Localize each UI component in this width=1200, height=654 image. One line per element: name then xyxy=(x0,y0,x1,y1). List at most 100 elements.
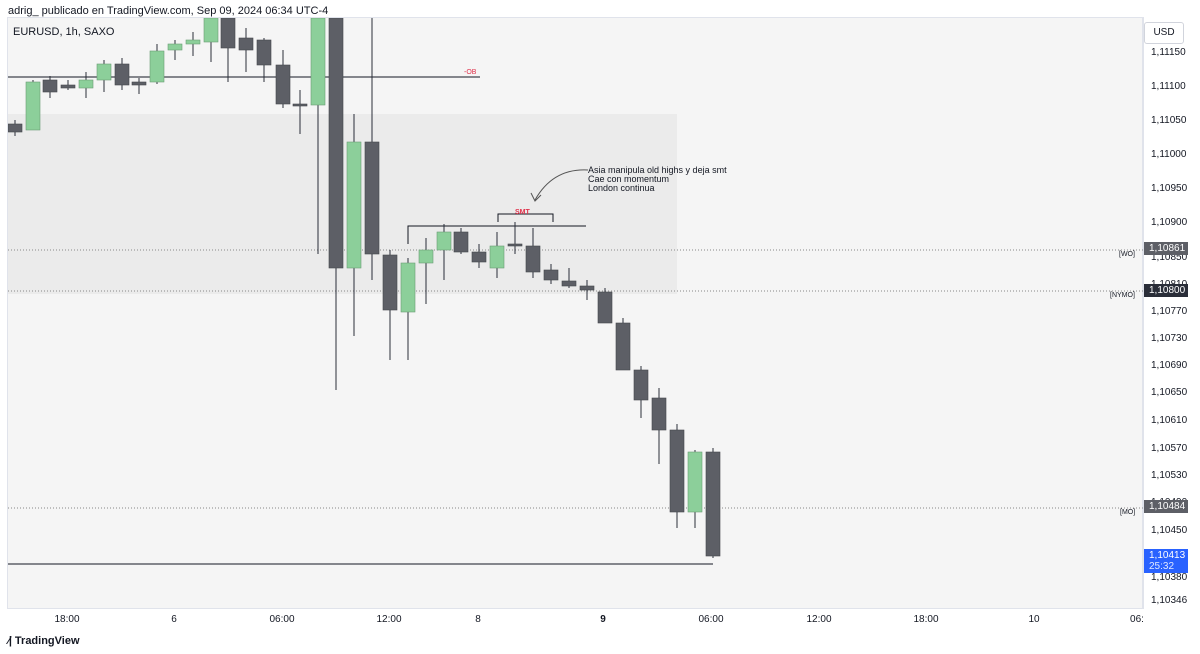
bearish-candle[interactable] xyxy=(507,222,523,254)
bullish-candle[interactable] xyxy=(489,232,505,278)
bearish-candle[interactable] xyxy=(60,80,76,90)
bearish-candle[interactable] xyxy=(42,76,58,98)
bullish-candle[interactable] xyxy=(418,238,434,304)
candle-body xyxy=(185,39,201,45)
nymo-price-badge: 1,10800 xyxy=(1144,284,1188,297)
ob-label: -OB xyxy=(464,69,477,76)
annotation-note-3: London continua xyxy=(588,183,655,193)
candle-body xyxy=(292,103,308,107)
candle-body xyxy=(669,429,685,513)
bearish-candle[interactable] xyxy=(615,318,631,371)
candle-body xyxy=(561,280,577,287)
bearish-candle[interactable] xyxy=(705,448,721,558)
price-axis-scale: 1,11150 1,11100 1,11050 1,11000 1,10950 1,109… xyxy=(1151,47,1188,606)
candlestick-chart[interactable]: -OB SMT Asia manipula old highs y deja s… xyxy=(7,17,1144,610)
bearish-candle[interactable] xyxy=(7,120,23,136)
time-tick-label: 06: xyxy=(1130,614,1143,625)
bullish-candle[interactable] xyxy=(96,60,112,92)
bar-countdown-badge: 25:32 xyxy=(1144,560,1188,573)
candle-body xyxy=(364,141,380,255)
bullish-candle[interactable] xyxy=(436,224,452,280)
bearish-candle[interactable] xyxy=(453,228,469,254)
time-tick-label: 8 xyxy=(475,614,481,625)
brand-name: TradingView xyxy=(14,635,80,647)
candle-body xyxy=(579,285,595,291)
time-tick-label: 06:00 xyxy=(269,614,294,625)
bearish-candle[interactable] xyxy=(633,366,649,418)
bullish-candle[interactable] xyxy=(167,40,183,60)
bullish-candle[interactable] xyxy=(149,44,165,84)
bearish-candle[interactable] xyxy=(292,90,308,134)
bearish-candle[interactable] xyxy=(579,280,595,300)
time-axis-scale: 18:00 6 06:00 12:00 8 9 06:00 12:00 18:00 10 06: xyxy=(54,614,1143,625)
candle-body xyxy=(471,251,487,263)
time-tick-label: 18:00 xyxy=(913,614,938,625)
time-tick-label: 6 xyxy=(171,614,177,625)
bullish-candle[interactable] xyxy=(310,17,326,254)
symbol-info[interactable]: EURUSD, 1h, SAXO xyxy=(13,26,115,38)
bullish-candle[interactable] xyxy=(203,17,219,62)
mo-price-badge: 1,10484 xyxy=(1144,500,1188,513)
price-tick-label: 1,10900 xyxy=(1151,217,1188,228)
candle-body xyxy=(418,249,434,264)
bearish-candle[interactable] xyxy=(238,28,254,72)
currency-button[interactable]: USD xyxy=(1144,22,1184,44)
bearish-candle[interactable] xyxy=(597,288,613,324)
bearish-candle[interactable] xyxy=(275,50,291,108)
tradingview-logo-icon: ⁄| xyxy=(8,635,12,647)
price-tick-label: 1,11150 xyxy=(1151,47,1186,58)
bearish-candle[interactable] xyxy=(651,388,667,464)
bullish-candle[interactable] xyxy=(400,258,416,360)
price-tick-label: 1,10850 xyxy=(1151,252,1188,263)
wo-price-badge: 1,10861 xyxy=(1144,242,1188,255)
candle-body xyxy=(346,141,362,269)
bearish-candle[interactable] xyxy=(131,78,147,94)
candle-body xyxy=(25,81,41,131)
annotation-note-2: Cae con momentum xyxy=(588,174,669,184)
bullish-candle[interactable] xyxy=(346,114,362,336)
candle-body xyxy=(615,322,631,371)
annotation-note-1: Asia manipula old highs y deja smt xyxy=(588,165,727,175)
bearish-candle[interactable] xyxy=(382,250,398,360)
candle-body xyxy=(7,123,23,133)
bullish-candle[interactable] xyxy=(78,72,94,98)
candle-body xyxy=(60,84,76,89)
bearish-candle[interactable] xyxy=(561,268,577,288)
bearish-candle[interactable] xyxy=(114,58,130,90)
time-tick-label: 10 xyxy=(1028,614,1040,625)
bearish-candle[interactable] xyxy=(256,38,272,82)
candle-body xyxy=(651,397,667,431)
price-tick-label: 1,11100 xyxy=(1151,81,1186,92)
candle-body xyxy=(78,79,94,89)
time-tick-label: 9 xyxy=(600,614,606,625)
price-tick-label: 1,10450 xyxy=(1151,525,1188,536)
time-tick-label: 18:00 xyxy=(54,614,79,625)
bearish-candle[interactable] xyxy=(543,264,559,284)
price-tick-label: 1,10650 xyxy=(1151,387,1188,398)
bearish-candle[interactable] xyxy=(525,228,541,278)
candle-body xyxy=(436,231,452,251)
bullish-candle[interactable] xyxy=(687,450,703,528)
time-axis[interactable]: 18:00 6 06:00 12:00 8 9 06:00 12:00 18:00 10 06: xyxy=(7,609,1144,629)
smt-high-line xyxy=(407,225,586,244)
candle-body xyxy=(114,63,130,86)
time-tick-label: 12:00 xyxy=(806,614,831,625)
bearish-candle[interactable] xyxy=(471,244,487,268)
footer-brand[interactable]: ⁄| TradingView xyxy=(8,635,80,647)
chart-plot-area[interactable]: -OB SMT Asia manipula old highs y deja s… xyxy=(7,17,1144,610)
price-axis[interactable]: 1,11150 1,11100 1,11050 1,11000 1,10950 1,109… xyxy=(1143,17,1194,609)
candle-body xyxy=(453,231,469,253)
candle-body xyxy=(382,254,398,311)
bullish-candle[interactable] xyxy=(25,80,41,131)
candle-body xyxy=(238,37,254,51)
candle-body xyxy=(489,245,505,269)
bearish-candle[interactable] xyxy=(364,18,380,280)
smt-bracket xyxy=(497,213,554,222)
bearish-candle[interactable] xyxy=(328,17,344,390)
bullish-candle[interactable] xyxy=(185,32,201,56)
candle-body xyxy=(131,81,147,86)
bearish-candle[interactable] xyxy=(669,424,685,528)
candle-body xyxy=(507,243,523,247)
bearish-candle[interactable] xyxy=(220,17,236,82)
price-tick-label: 1,10690 xyxy=(1151,360,1188,371)
